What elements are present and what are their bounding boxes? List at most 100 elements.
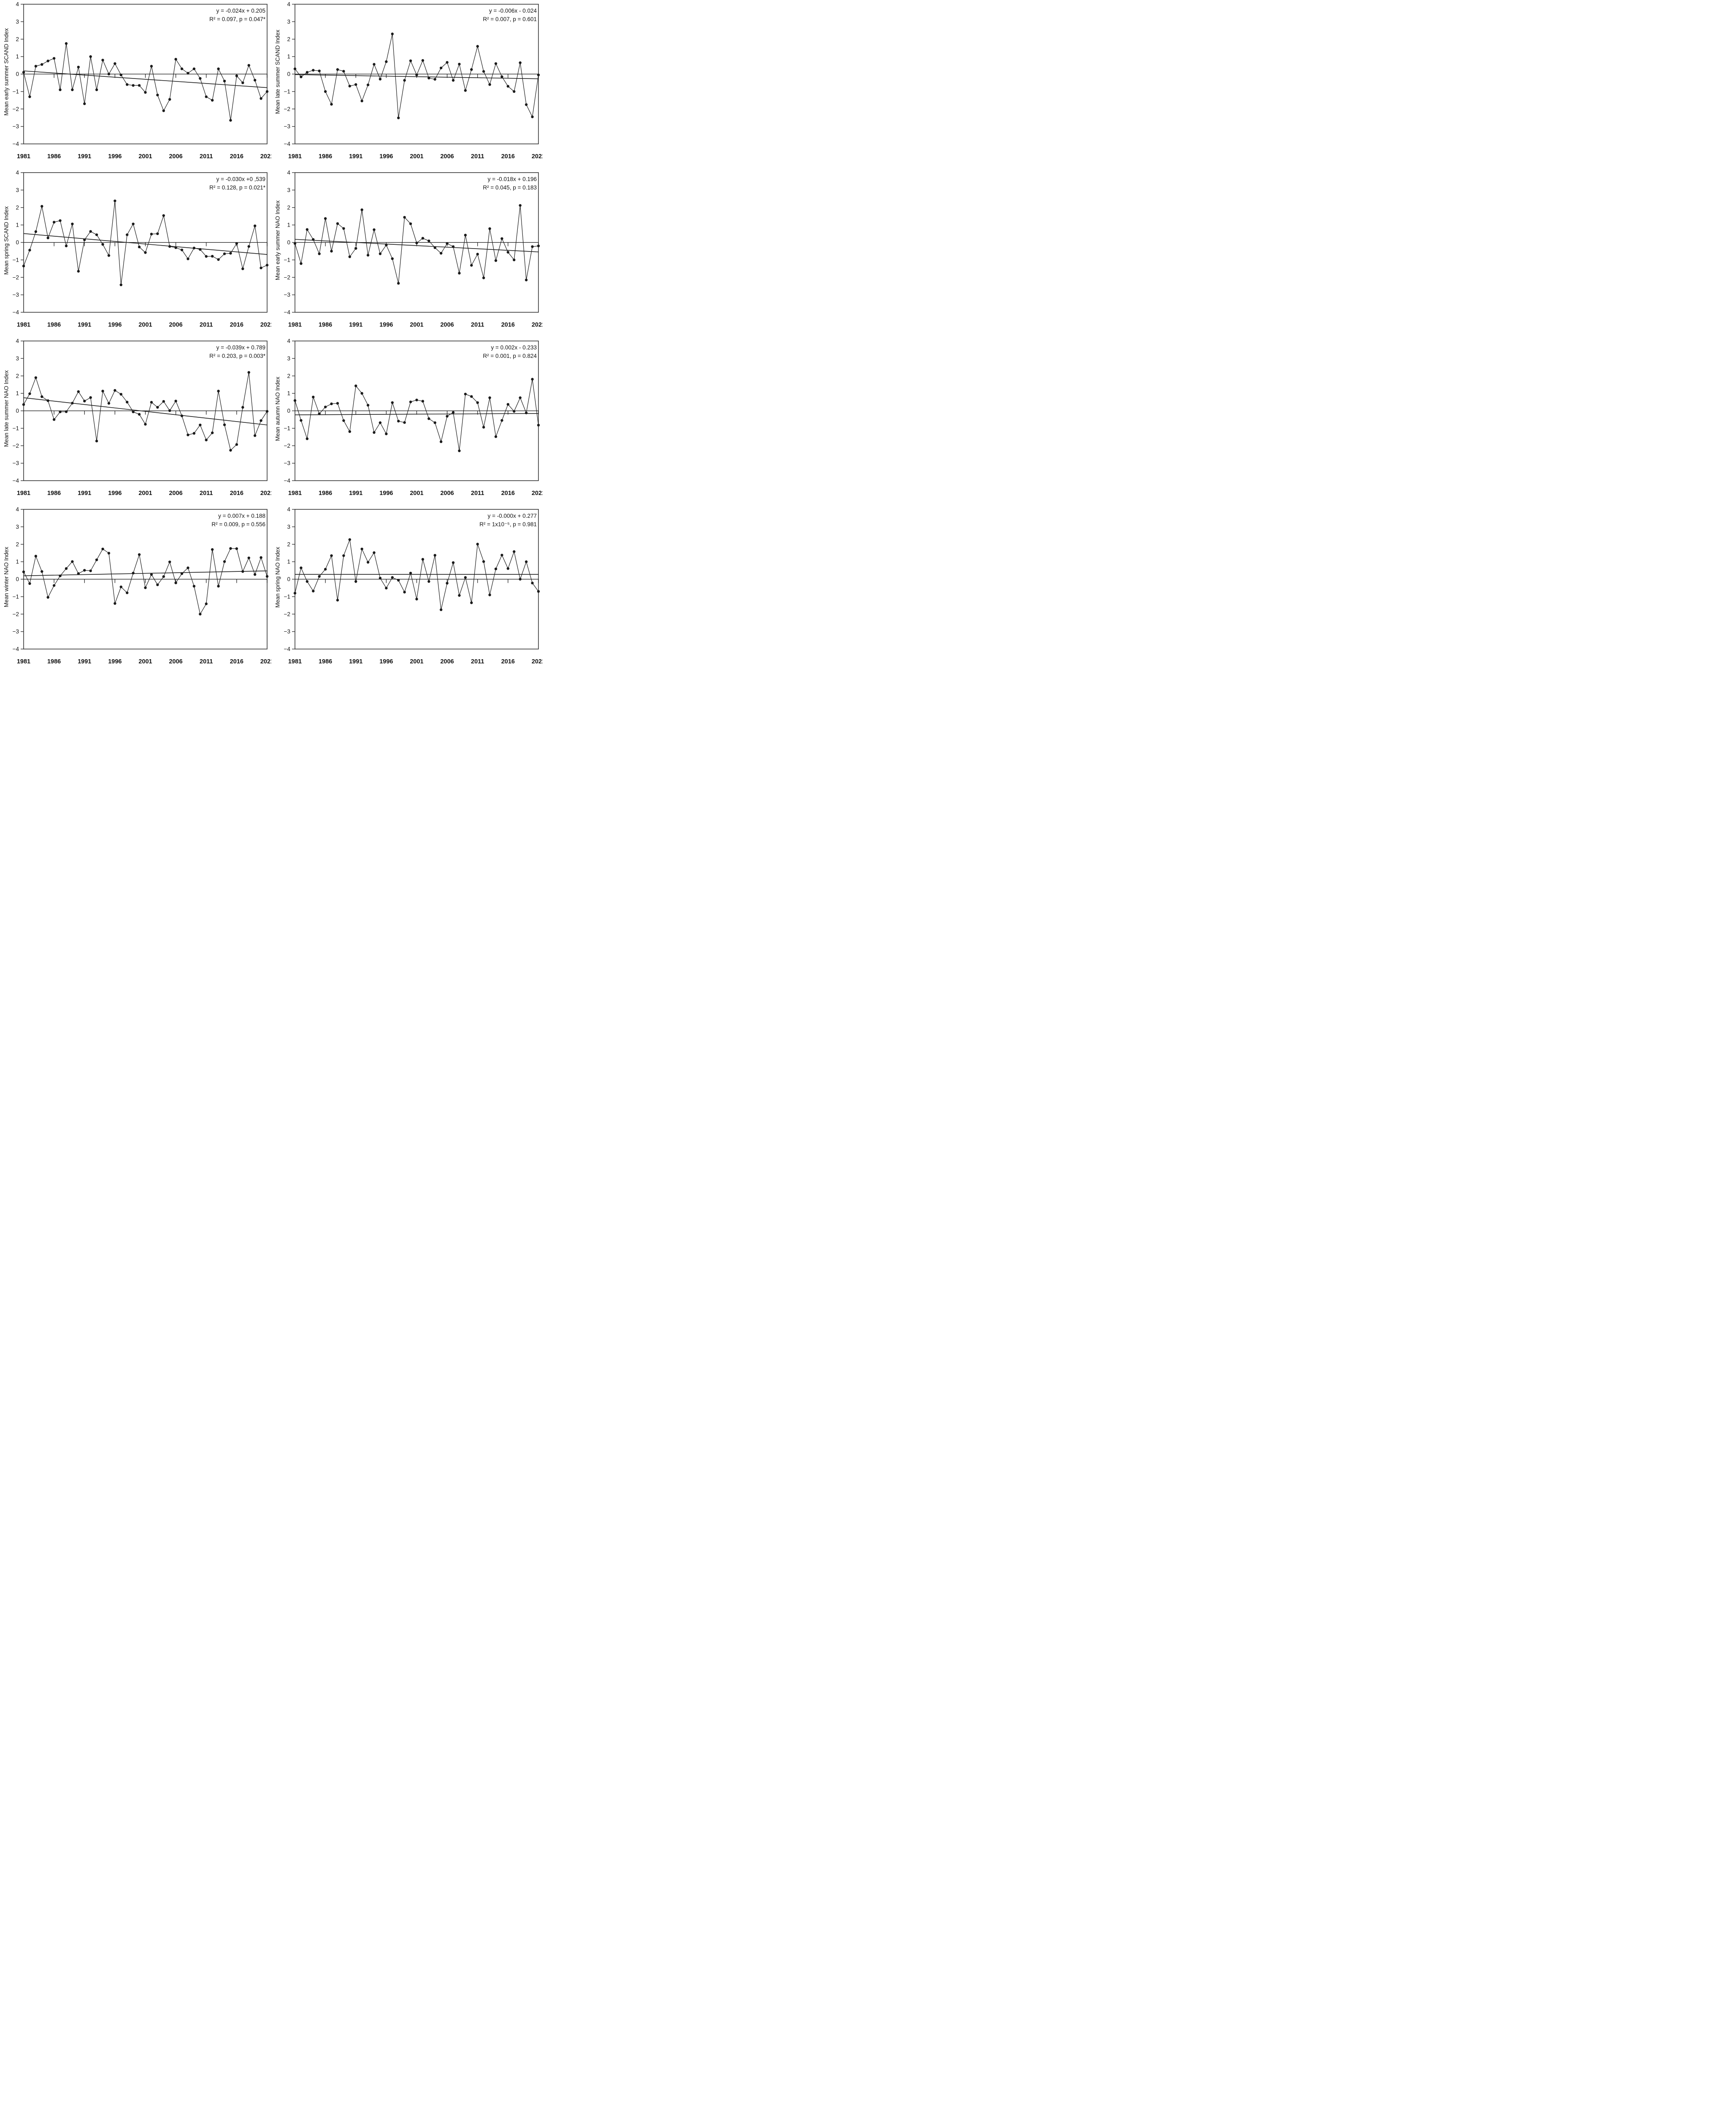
plot-winter-nao: 4 3 2 1 0 −1 −2 −3 −4 1981 1986 1991 1996 2001 2006 201… (13, 506, 271, 665)
y-tick-label: 3 (287, 19, 290, 25)
data-point (373, 63, 376, 66)
x-tick-label: 1986 (319, 153, 332, 160)
regression-equation: y = -0.018x + 0.196 (487, 176, 537, 182)
x-tick-label: 2001 (410, 322, 423, 328)
data-point (525, 103, 528, 106)
y-tick-label: 1 (16, 559, 19, 565)
data-point (205, 255, 208, 258)
data-point (330, 249, 333, 253)
data-point (71, 88, 74, 91)
data-point (235, 74, 238, 77)
data-point (22, 403, 25, 406)
data-point (494, 62, 498, 65)
regression-annotation: y = -0.024x + 0.205 R² = 0.097, p = 0.04… (209, 7, 265, 24)
plot-late-summer-nao: 4 3 2 1 0 −1 −2 −3 −4 1981 1986 1991 1996 2001 2006 201… (13, 338, 271, 497)
x-tick-label: 1986 (47, 658, 61, 665)
data-point (187, 566, 189, 569)
data-point (494, 567, 498, 571)
y-tick-label: −2 (284, 106, 290, 112)
data-point (34, 555, 38, 558)
data-point (235, 242, 238, 245)
data-point (126, 233, 129, 236)
data-point (174, 581, 177, 584)
data-point (373, 551, 376, 554)
x-tick-label: 2001 (138, 153, 152, 160)
data-point (150, 573, 153, 576)
plot-spring-scand: 4 3 2 1 0 −1 −2 −3 −4 1981 1986 1991 1996 2001 2006 201… (13, 170, 271, 329)
y-tick-label: −2 (13, 443, 19, 449)
y-tick-label: −1 (13, 257, 19, 263)
y-tick-label: 3 (287, 187, 290, 193)
data-point (324, 406, 327, 408)
data-point (500, 237, 503, 240)
data-point (229, 547, 232, 550)
regression-stats: R² = 0.097, p = 0.047* (209, 16, 265, 23)
data-point (397, 282, 400, 285)
data-point (265, 410, 269, 413)
data-point (89, 230, 92, 233)
x-tick-label: 1986 (47, 153, 61, 160)
data-point (95, 88, 98, 91)
data-point (34, 65, 38, 68)
y-axis: 4 3 2 1 0 −1 −2 −3 −4 (284, 338, 295, 484)
data-point (506, 251, 510, 254)
x-tick-label: 1991 (349, 658, 362, 665)
regression-stats: R² = 0.203, p = 0.003* (209, 353, 265, 360)
y-tick-label: 0 (287, 71, 290, 77)
data-point (34, 230, 38, 233)
data-point (89, 55, 92, 58)
data-point (229, 252, 232, 255)
data-point (119, 283, 122, 287)
data-points (293, 538, 540, 611)
data-point (119, 585, 122, 588)
data-point (253, 78, 257, 82)
data-point (342, 70, 345, 73)
data-point (464, 576, 467, 579)
regression-stats: R² = 1x10⁻⁵, p = 0.981 (479, 521, 537, 528)
data-point (187, 72, 189, 75)
data-point (476, 401, 479, 404)
data-point (65, 42, 68, 45)
data-point (427, 76, 430, 80)
data-point (83, 238, 86, 241)
data-point (312, 395, 315, 399)
data-point (409, 222, 412, 225)
data-point (205, 602, 208, 606)
data-point (52, 584, 56, 587)
data-point (427, 417, 430, 420)
data-point (506, 567, 510, 570)
data-point (217, 67, 220, 70)
data-point (101, 59, 104, 62)
x-tick-label: 1991 (349, 153, 362, 160)
trend-line (295, 413, 539, 415)
data-point (52, 57, 56, 60)
data-point (318, 69, 321, 73)
y-tick-label: 1 (287, 222, 290, 228)
data-point (330, 402, 333, 406)
data-point (101, 243, 104, 246)
data-point (433, 78, 436, 81)
data-point (318, 575, 321, 578)
data-point (403, 216, 406, 219)
y-tick-label: 0 (287, 239, 290, 246)
y-tick-label: 1 (16, 222, 19, 228)
x-tick-label: 1981 (288, 153, 302, 160)
y-tick-label: 4 (16, 1, 19, 8)
y-tick-label: 2 (287, 373, 290, 379)
x-tick-label: 2006 (169, 490, 182, 497)
x-tick-label: 1996 (108, 153, 122, 160)
data-point (59, 219, 62, 222)
y-tick-label: −3 (13, 292, 19, 298)
y-axis: 4 3 2 1 0 −1 −2 −3 −4 (284, 1, 295, 147)
y-tick-label: 2 (287, 541, 290, 547)
data-point (211, 431, 214, 434)
regression-stats: R² = 0.045, p = 0.183 (483, 184, 537, 191)
data-point (114, 62, 116, 65)
panel-early-summer-scand: Mean early summer SCAND Index 4 3 2 1 0 −1 −2−… (0, 0, 272, 168)
x-tick-label: 2021 (532, 490, 543, 497)
data-point (336, 598, 339, 602)
x-axis: 1981 1986 1991 1996 2001 2006 2011 2016 2021 (17, 579, 271, 665)
data-point (217, 258, 220, 261)
y-tick-label: −1 (13, 88, 19, 95)
y-tick-label: −2 (284, 274, 290, 281)
